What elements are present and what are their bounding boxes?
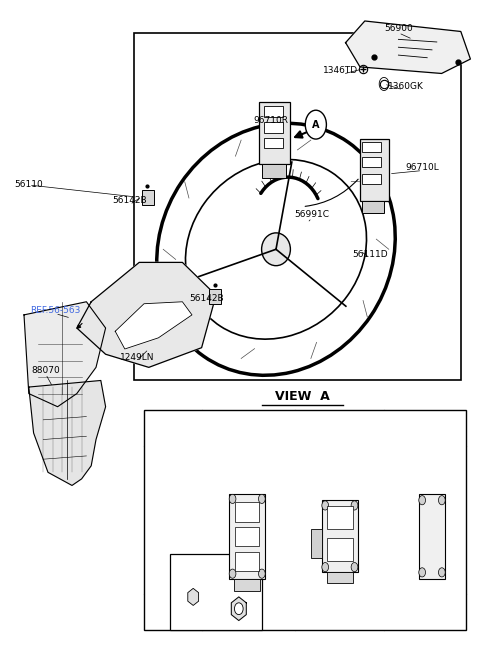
Polygon shape — [231, 597, 246, 621]
Bar — [235, 527, 260, 546]
Bar — [362, 142, 381, 152]
Bar — [360, 139, 389, 201]
Bar — [234, 579, 260, 590]
Bar — [235, 502, 260, 522]
Circle shape — [305, 110, 326, 139]
Bar — [326, 506, 353, 529]
Text: 56110: 56110 — [14, 180, 43, 190]
Bar — [362, 174, 381, 184]
Text: 1249LN: 1249LN — [120, 353, 154, 362]
Text: 56900: 56900 — [384, 24, 413, 33]
Circle shape — [258, 569, 265, 579]
Bar — [259, 102, 290, 164]
Text: PNC: PNC — [162, 423, 184, 434]
Circle shape — [322, 562, 328, 571]
Bar — [311, 529, 322, 558]
Text: 56142B: 56142B — [189, 294, 224, 303]
Text: 96710L: 96710L — [406, 163, 439, 172]
Text: 96750-2J900: 96750-2J900 — [406, 607, 458, 616]
Text: ILLUST: ILLUST — [158, 532, 188, 541]
Text: 96710L: 96710L — [375, 423, 412, 434]
Text: P/NO: P/NO — [162, 607, 184, 616]
Circle shape — [229, 495, 236, 504]
Circle shape — [419, 496, 425, 505]
Bar — [209, 289, 221, 304]
Text: 96700-2J300: 96700-2J300 — [221, 607, 274, 616]
Bar — [264, 138, 283, 148]
Bar — [326, 538, 353, 560]
Circle shape — [322, 501, 328, 510]
Bar — [264, 106, 283, 117]
Text: 56111D: 56111D — [352, 250, 387, 259]
Text: 1125GB: 1125GB — [178, 564, 208, 573]
Bar — [419, 493, 445, 579]
Bar — [229, 493, 265, 579]
Bar — [262, 164, 286, 178]
Text: 1339CC: 1339CC — [224, 564, 254, 573]
Text: 96710R: 96710R — [254, 116, 288, 125]
Text: VIEW  A: VIEW A — [275, 390, 330, 403]
Bar — [362, 157, 381, 167]
Circle shape — [258, 495, 265, 504]
Polygon shape — [77, 262, 216, 367]
Polygon shape — [346, 21, 470, 73]
Circle shape — [419, 567, 425, 577]
Circle shape — [229, 569, 236, 579]
Text: 56142B: 56142B — [112, 196, 147, 205]
Text: 88070: 88070 — [31, 366, 60, 375]
Bar — [362, 201, 384, 213]
Circle shape — [438, 496, 445, 505]
Bar — [322, 500, 358, 572]
Ellipse shape — [262, 233, 290, 266]
Text: 56991C: 56991C — [295, 210, 329, 219]
Text: 96700-2J100: 96700-2J100 — [313, 607, 366, 616]
Bar — [142, 190, 154, 205]
Text: A: A — [312, 119, 320, 130]
Bar — [326, 572, 353, 583]
Text: 96710R: 96710R — [228, 423, 266, 434]
Bar — [235, 552, 260, 571]
Polygon shape — [29, 380, 106, 485]
Bar — [264, 122, 283, 133]
Text: 1360GK: 1360GK — [388, 82, 423, 91]
Circle shape — [351, 501, 358, 510]
Bar — [144, 410, 466, 630]
Bar — [170, 554, 262, 630]
Circle shape — [351, 562, 358, 571]
Polygon shape — [115, 302, 192, 349]
Polygon shape — [24, 302, 106, 407]
Text: 1346TD: 1346TD — [323, 66, 359, 75]
Circle shape — [438, 567, 445, 577]
Bar — [134, 33, 461, 380]
Text: REF.56-563: REF.56-563 — [30, 306, 80, 315]
Circle shape — [235, 603, 243, 615]
